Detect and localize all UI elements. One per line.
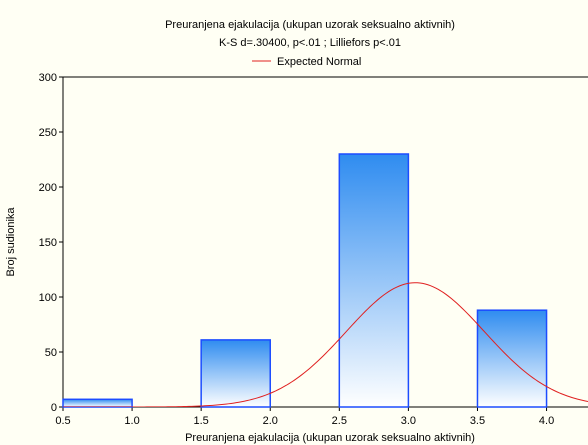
legend: Expected Normal [252,56,361,68]
legend-label: Expected Normal [277,56,361,68]
x-tick-label: 2.0 [263,415,278,427]
x-tick-label: 2.5 [332,415,347,427]
x-tick-label: 3.5 [470,415,485,427]
y-tick-label: 250 [39,127,57,139]
y-tick-label: 50 [45,347,57,359]
plot-area: 0 50 100 150 200 250 300 0.5 1.0 1.5 2.0 2.5 3.0 3.5 4… [39,72,588,427]
histogram-bar [476,309,548,408]
histogram-bar [62,398,133,408]
x-tick-label: 1.5 [194,415,209,427]
y-tick-label: 300 [39,72,57,84]
y-tick-label: 150 [39,237,57,249]
x-tick-label: 4.0 [539,415,554,427]
x-tick-label: 1.0 [124,415,139,427]
expected-normal-curve [63,282,588,407]
y-tick-label: 100 [39,292,57,304]
chart-title: Preuranjena ejakulacija (ukupan uzorak s… [165,19,455,31]
histogram-bar [338,153,410,408]
x-tick-label: 3.0 [401,415,416,427]
y-tick-label: 0 [51,402,57,414]
histogram-bar [200,339,271,408]
chart-subtitle: K-S d=.30400, p<.01 ; Lilliefors p<.01 [219,37,401,49]
x-tick-label: 0.5 [55,415,70,427]
x-axis-label: Preuranjena ejakulacija (ukupan uzorak s… [185,432,475,444]
y-tick-label: 200 [39,182,57,194]
y-axis-label: Broj sudionika [5,207,17,277]
